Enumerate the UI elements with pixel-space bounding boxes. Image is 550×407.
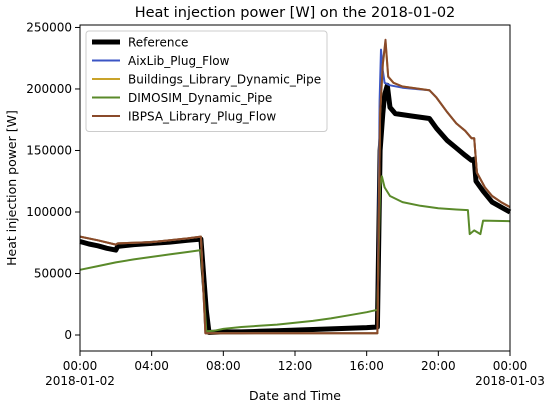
y-tick-label: 150000 <box>26 143 72 157</box>
y-tick-label: 250000 <box>26 20 72 34</box>
x-tick-date-label: 2018-01-03 <box>475 374 545 388</box>
legend-label: DIMOSIM_Dynamic_Pipe <box>128 91 272 105</box>
series-line-4 <box>79 175 511 333</box>
y-tick-label: 200000 <box>26 82 72 96</box>
x-tick-label: 12:00 <box>278 359 313 373</box>
y-axis: 0 50000 100000 150000 200000 250000 <box>26 20 80 342</box>
x-axis-label: Date and Time <box>249 388 341 403</box>
legend-label: Reference <box>128 36 188 50</box>
legend-box <box>85 30 328 132</box>
y-tick-label: 50000 <box>34 266 72 280</box>
series-layer <box>79 38 512 335</box>
x-tick-label: 08:00 <box>206 359 241 373</box>
legend-label: IBPSA_Library_Plug_Flow <box>128 110 276 124</box>
y-tick-label: 0 <box>64 328 72 342</box>
series-line-5 <box>79 38 511 335</box>
legend: Reference AixLib_Plug_Flow Buildings_Libra… <box>85 30 328 132</box>
legend-label: AixLib_Plug_Flow <box>128 54 230 68</box>
series-line-1 <box>79 82 512 335</box>
x-tick-label: 04:00 <box>134 359 169 373</box>
x-tick-label: 00:00 <box>63 359 98 373</box>
x-tick-label: 20:00 <box>421 359 456 373</box>
y-axis-label: Heat injection power [W] <box>4 110 19 266</box>
y-tick-label: 100000 <box>26 205 72 219</box>
x-tick-label: 00:00 <box>493 359 528 373</box>
legend-label: Buildings_Library_Dynamic_Pipe <box>128 73 321 87</box>
x-tick-date-label: 2018-01-02 <box>45 374 115 388</box>
x-tick-label: 16:00 <box>349 359 384 373</box>
chart-title: Heat injection power [W] on the 2018-01-… <box>135 5 456 21</box>
